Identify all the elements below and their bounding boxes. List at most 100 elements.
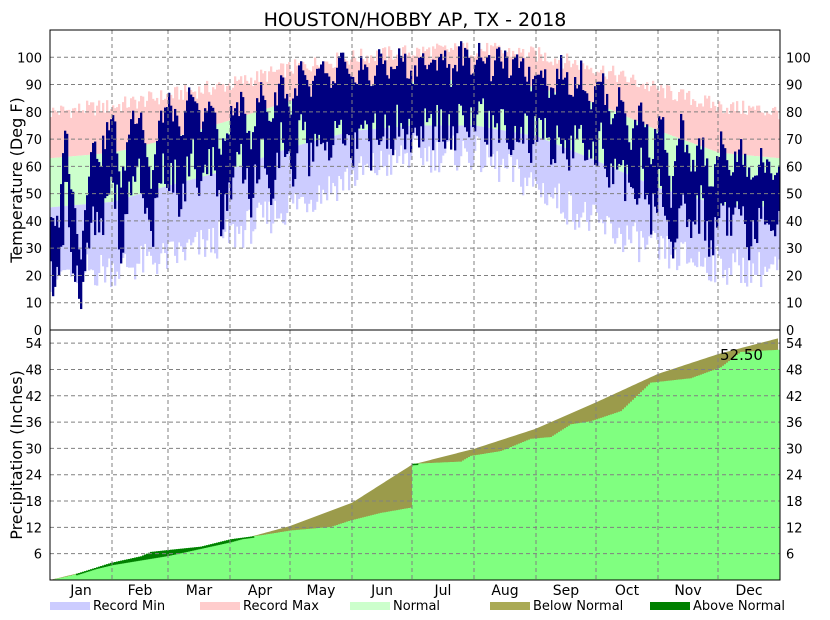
record-min-bar (500, 130, 503, 165)
observed-temp-bar (448, 64, 451, 115)
observed-temp-bar (200, 131, 203, 182)
observed-temp-bar (544, 69, 547, 119)
observed-temp-bar (204, 108, 207, 165)
observed-temp-bar (404, 53, 407, 150)
record-min-bar (736, 205, 739, 250)
normal-range-bar (250, 113, 253, 162)
precip-tick-label-left: 6 (34, 548, 42, 563)
record-min-bar (776, 207, 779, 271)
record-min-bar (314, 140, 317, 210)
record-min-bar (546, 140, 549, 206)
observed-temp-bar (276, 105, 279, 153)
observed-temp-bar (548, 97, 551, 138)
above-normal-segment (416, 463, 419, 466)
observed-temp-bar (610, 124, 613, 164)
observed-temp-bar (234, 108, 237, 167)
record-min-bar (598, 161, 601, 223)
precip-tick-label-right: 24 (786, 469, 803, 484)
record-min-bar (636, 178, 639, 232)
observed-temp-bar (500, 61, 503, 110)
observed-temp-bar (360, 56, 363, 125)
record-min-bar (254, 160, 257, 230)
above-normal-segment (228, 539, 231, 543)
record-max-bar (686, 92, 689, 142)
record-max-bar (698, 103, 701, 146)
observed-temp-bar (530, 91, 533, 163)
record-min-bar (420, 125, 423, 159)
normal-range-bar (212, 125, 215, 174)
record-min-bar (198, 177, 201, 255)
record-max-bar (750, 107, 753, 156)
normal-range-bar (110, 152, 113, 202)
record-max-bar (660, 85, 663, 132)
record-min-bar (116, 200, 119, 272)
observed-temp-bar (176, 115, 179, 195)
record-min-bar (100, 202, 103, 255)
observed-temp-bar (282, 77, 285, 143)
observed-temp-bar (764, 172, 767, 225)
observed-temp-bar (92, 142, 95, 207)
normal-range-bar (710, 149, 713, 203)
observed-temp-bar (144, 143, 147, 214)
record-max-bar (94, 115, 97, 155)
record-max-bar (232, 87, 235, 120)
record-min-bar (524, 134, 527, 178)
observed-temp-bar (666, 152, 669, 220)
observed-temp-bar (702, 137, 705, 199)
record-min-bar (740, 205, 743, 283)
record-min-bar (498, 129, 501, 182)
observed-temp-bar (326, 73, 329, 142)
normal-range-bar (120, 150, 123, 200)
record-min-bar (424, 125, 427, 148)
record-max-bar (162, 99, 165, 141)
temp-tick-label-left: 0 (34, 324, 42, 339)
normal-range-bar (694, 144, 697, 198)
observed-temp-bar (210, 105, 213, 176)
observed-temp-bar (682, 120, 685, 195)
normal-range-bar (672, 136, 675, 192)
temp-tick-label-left: 40 (25, 215, 42, 230)
observed-temp-bar (366, 67, 369, 125)
record-max-bar (610, 71, 613, 110)
record-min-bar (232, 168, 235, 224)
record-max-bar (284, 77, 287, 103)
record-min-bar (172, 184, 175, 242)
observed-temp-bar (550, 87, 553, 165)
normal-range-bar (82, 155, 85, 205)
record-max-bar (768, 113, 771, 158)
record-max-bar (708, 95, 711, 150)
observed-temp-bar (674, 161, 677, 243)
precip-tick-label-left: 54 (25, 337, 42, 352)
record-max-bar (642, 83, 645, 124)
record-max-bar (80, 111, 83, 156)
above-normal-segment (112, 562, 115, 566)
record-max-bar (200, 92, 203, 130)
observed-temp-bar (622, 101, 625, 161)
observed-temp-bar (222, 138, 225, 230)
observed-temp-bar (78, 249, 81, 299)
observed-temp-bar (372, 85, 375, 123)
observed-temp-bar (598, 81, 601, 132)
observed-temp-bar (774, 175, 777, 237)
observed-temp-bar (752, 177, 755, 221)
record-min-bar (654, 186, 657, 233)
record-min-bar (290, 147, 293, 200)
record-max-bar (268, 71, 271, 108)
observed-temp-bar (384, 60, 387, 115)
above-normal-segment (82, 571, 85, 574)
observed-temp-bar (108, 130, 111, 195)
record-min-bar (388, 127, 391, 155)
record-min-bar (590, 158, 593, 216)
record-min-bar (334, 135, 337, 187)
legend-label: Record Max (243, 599, 319, 614)
observed-temp-bar (522, 58, 525, 144)
observed-temp-bar (290, 114, 293, 170)
observed-temp-bar (80, 259, 83, 310)
observed-temp-bar (138, 117, 141, 159)
above-normal-segment (202, 546, 205, 549)
record-min-bar (342, 133, 345, 191)
record-min-bar (126, 197, 129, 268)
record-max-bar (152, 98, 155, 143)
above-normal-segment (220, 541, 223, 545)
record-min-bar (398, 126, 401, 157)
